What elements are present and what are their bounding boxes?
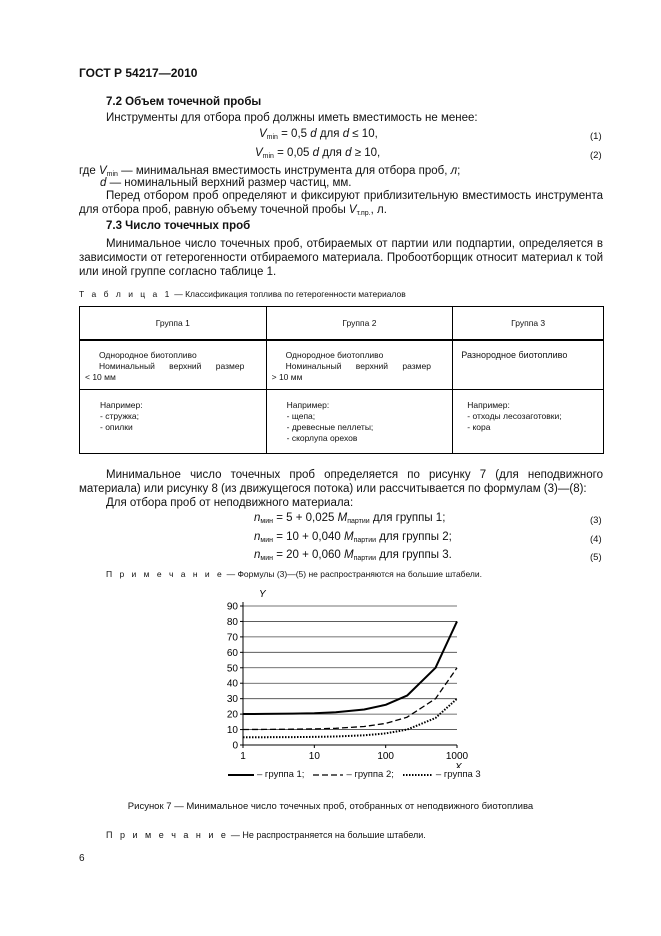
where-d: d — номинальный верхний размер частиц, м… xyxy=(100,177,352,189)
page-number: 6 xyxy=(79,853,85,864)
y-tick-label: 80 xyxy=(227,617,239,628)
table-cell: Разнородное биотопливо xyxy=(452,339,604,390)
x-tick-label: 1 xyxy=(240,751,246,762)
y-axis-label: Y xyxy=(259,589,267,600)
equation-4: nмин = 10 + 0,040 Mпартии для группы 2; xyxy=(254,531,452,544)
y-tick-label: 30 xyxy=(227,694,239,705)
x-tick-label: 10 xyxy=(309,751,321,762)
table-caption: Т а б л и ц а 1 — Классификация топлива … xyxy=(79,289,406,299)
table-cell: Однородное биотопливо Номинальный верхний… xyxy=(79,339,267,390)
table-cell: Например: - щепа; - древесные пеллеты; - ск… xyxy=(265,389,454,454)
y-tick-label: 10 xyxy=(227,725,239,736)
legend-dashed-line-icon xyxy=(313,773,344,776)
note-formulas: П р и м е ч а н и е — Формулы (3)—(5) не… xyxy=(106,569,482,579)
y-tick-label: 70 xyxy=(227,632,239,643)
table-cell: Например: - отходы лесозаготовки; - кора xyxy=(452,389,604,454)
chart-legend: – группа 1; – группа 2; – группа 3 xyxy=(228,769,481,780)
equation-2: Vmin = 0,05 d для d ≥ 10, xyxy=(255,147,381,160)
table-cell: Однородное биотопливо Номинальный верхний… xyxy=(265,339,454,390)
section-heading-7-3: 7.3 Число точечных проб xyxy=(106,220,251,232)
x-tick-label: 1000 xyxy=(446,751,469,762)
table-header-row: Группа 1 Группа 2 Группа 3 xyxy=(79,306,604,341)
equation-5: nмин = 20 + 0,060 Mпартии для группы 3. xyxy=(254,549,452,562)
legend-label-group-2: – группа 2; xyxy=(346,769,394,780)
equation-number: (4) xyxy=(590,534,602,545)
table-row: Однородное биотопливо Номинальный верхний… xyxy=(79,339,604,390)
equation-number: (3) xyxy=(590,515,602,526)
series-line-group-1 xyxy=(242,620,458,715)
table-header-cell: Группа 1 xyxy=(79,306,267,341)
legend-label-group-3: – группа 3 xyxy=(435,769,481,780)
figure-caption: Рисунок 7 — Минимальное число точечных п… xyxy=(127,801,534,812)
table-cell: Например: - стружка; - опилки xyxy=(79,389,267,454)
section-heading-7-2: 7.2 Объем точечной пробы xyxy=(106,96,262,108)
table-row: Например: - стружка; - опилки Например: - щ… xyxy=(79,389,604,454)
classification-table: Группа 1 Группа 2 Группа 3 Однородное би… xyxy=(79,306,604,454)
series-line-group-3 xyxy=(243,697,458,739)
table-header-cell: Группа 3 xyxy=(452,306,604,341)
paragraph-groups: Минимальное число точечных проб, отбирае… xyxy=(79,238,603,278)
paragraph-min-count: Минимальное число точечных проб определя… xyxy=(79,469,603,495)
y-tick-label: 50 xyxy=(227,663,239,674)
equation-3: nмин = 5 + 0,025 Mпартии для группы 1; xyxy=(254,512,446,525)
paragraph-capacity: Перед отбором проб определяют и фиксирую… xyxy=(79,190,603,217)
equation-number: (5) xyxy=(590,552,602,563)
min-samples-chart: 0 10 20 30 40 50 60 70 80 90 1 10 100 1000 Y X xyxy=(227,589,469,768)
where-vmin: где Vmin — минимальная вместимость инстр… xyxy=(79,165,461,178)
section-intro: Инструменты для отбора проб должны иметь… xyxy=(106,112,478,124)
legend-label-group-1: – группа 1; xyxy=(257,769,305,780)
equation-number: (2) xyxy=(590,150,602,161)
document-id: ГОСТ Р 54217—2010 xyxy=(79,66,198,80)
y-tick-label: 60 xyxy=(227,648,239,659)
x-tick-label: 100 xyxy=(377,751,394,762)
legend-dotted-line-icon xyxy=(402,773,433,776)
legend-solid-line-icon xyxy=(228,773,254,776)
y-tick-label: 90 xyxy=(227,602,239,613)
series-line-group-2 xyxy=(242,667,458,731)
y-tick-label: 20 xyxy=(227,710,239,721)
y-tick-label: 40 xyxy=(227,679,239,690)
x-axis-label: X xyxy=(454,762,462,768)
equation-number: (1) xyxy=(590,131,602,142)
equation-1: Vmin = 0,5 d для d ≤ 10, xyxy=(259,128,378,141)
paragraph-stationary: Для отбора проб от неподвижного материал… xyxy=(106,497,354,509)
figure-note: П р и м е ч а н и е — Не распространяетс… xyxy=(106,830,426,840)
table-header-cell: Группа 2 xyxy=(265,306,454,341)
y-tick-label: 0 xyxy=(232,741,238,752)
